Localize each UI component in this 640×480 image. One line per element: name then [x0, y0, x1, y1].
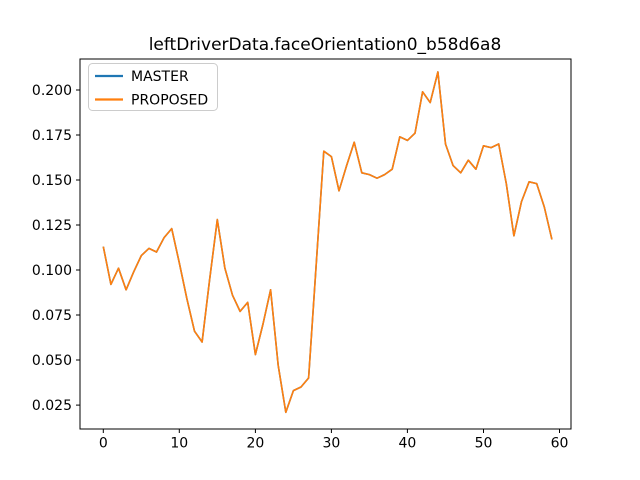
legend-label-master: MASTER [131, 69, 189, 85]
y-tick-label: 0.175 [32, 128, 72, 144]
y-tick-label: 0.125 [32, 218, 72, 234]
y-tick-label: 0.200 [32, 83, 72, 99]
y-tick-label: 0.100 [32, 263, 72, 279]
x-tick-label: 50 [475, 436, 493, 452]
series-line-proposed [102, 71, 553, 414]
y-tick-label: 0.050 [32, 353, 72, 369]
x-tick-label: 40 [398, 436, 416, 452]
x-tick-label: 30 [322, 436, 340, 452]
x-tick-label: 20 [246, 436, 264, 452]
x-tick-label: 0 [99, 436, 108, 452]
x-tick-label: 10 [170, 436, 188, 452]
plot-area: 0 10 20 30 40 50 60 0.025 0.050 0.075 0.100 0.125 0.… [32, 58, 572, 452]
x-tick-label: 60 [551, 436, 569, 452]
chart-title: leftDriverData.faceOrientation0_b58d6a8 [149, 35, 502, 55]
legend-label-proposed: PROPOSED [131, 93, 208, 109]
y-tick-label: 0.150 [32, 173, 72, 189]
y-tick-label: 0.075 [32, 308, 72, 324]
y-tick-label: 0.025 [32, 398, 72, 414]
legend: MASTER PROPOSED [88, 63, 218, 111]
axes-spines [79, 58, 572, 430]
